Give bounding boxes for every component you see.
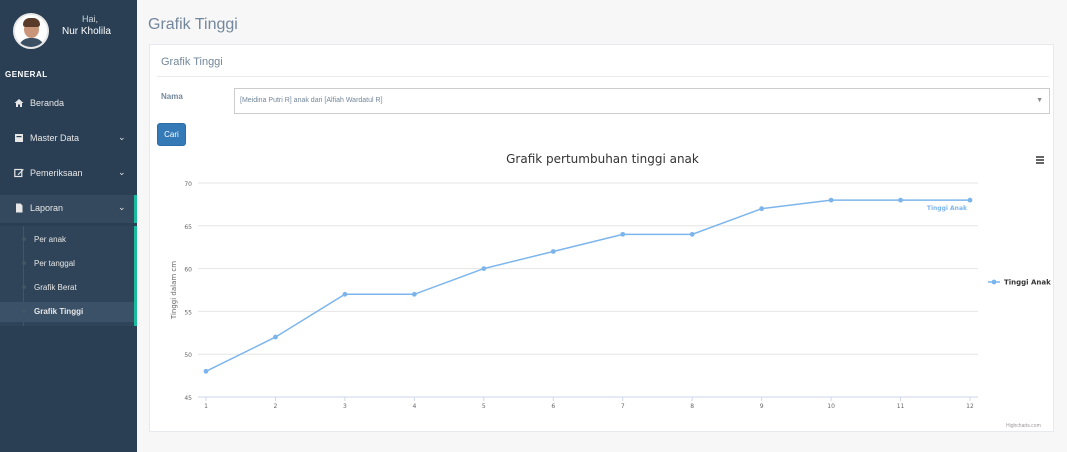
divider <box>157 76 1049 77</box>
chevron-down-icon: ⌄ <box>118 202 126 212</box>
sidebar-item-label: Pemeriksaan <box>30 168 83 178</box>
x-tick-label: 8 <box>690 403 694 410</box>
series-end-label: Tinggi Anak <box>927 205 968 212</box>
page-title: Grafik Tinggi <box>148 16 238 33</box>
data-point <box>342 291 348 297</box>
sidebar-item-laporan[interactable]: Laporan ⌄ <box>0 195 137 223</box>
username: Nur Kholila <box>62 26 111 37</box>
data-point <box>828 197 834 203</box>
x-tick-label: 7 <box>621 403 625 410</box>
caret-down-icon: ▼ <box>1036 97 1043 104</box>
menu-section-title: GENERAL <box>5 70 48 79</box>
greeting-text: Hai, <box>82 14 99 24</box>
menu-icon[interactable] <box>1036 156 1044 164</box>
data-point <box>481 266 487 271</box>
data-point <box>203 368 209 374</box>
nama-select-value: [Meidina Putri R] anak dari [Alfiah Ward… <box>240 97 383 104</box>
x-tick-label: 1 <box>204 403 208 410</box>
submenu-item-per-anak[interactable]: Per anak <box>0 230 134 250</box>
profile: Hai, Nur Kholila <box>0 0 137 62</box>
sidebar-item-pemeriksaan[interactable]: Pemeriksaan ⌄ <box>0 160 137 188</box>
sidebar-item-beranda[interactable]: Beranda <box>0 90 137 118</box>
data-point <box>620 231 626 237</box>
y-tick-label: 60 <box>184 267 192 274</box>
submenu-item-label: Grafik Berat <box>34 283 77 292</box>
avatar <box>13 13 49 49</box>
database-icon <box>15 134 23 142</box>
legend-marker <box>991 279 997 285</box>
x-tick-label: 5 <box>482 403 486 410</box>
data-point <box>550 249 556 254</box>
y-tick-label: 55 <box>184 309 192 316</box>
data-point <box>411 291 417 297</box>
data-point <box>273 334 278 340</box>
series-line <box>205 199 970 372</box>
content-panel: Grafik Tinggi Nama [Meidina Putri R] ana… <box>149 44 1054 432</box>
edit-icon <box>14 168 24 178</box>
chevron-down-icon: ⌄ <box>118 167 126 177</box>
x-tick-label: 10 <box>827 403 835 410</box>
submenu-item-grafik-tinggi[interactable]: Grafik Tinggi <box>0 302 134 322</box>
x-tick-label: 12 <box>966 403 974 410</box>
sidebar-item-label: Laporan <box>30 203 64 213</box>
x-tick-label: 11 <box>897 403 905 410</box>
x-tick-label: 6 <box>551 403 555 410</box>
y-tick-label: 45 <box>184 395 192 402</box>
laporan-submenu: Per anak Per tanggal Grafik Berat Grafik… <box>0 226 137 326</box>
submenu-item-per-tanggal[interactable]: Per tanggal <box>0 254 134 274</box>
data-point <box>898 197 903 203</box>
submenu-item-label: Per tanggal <box>34 259 75 268</box>
nama-select[interactable]: [Meidina Putri R] anak dari [Alfiah Ward… <box>234 88 1050 114</box>
y-tick-label: 65 <box>184 224 192 231</box>
file-icon <box>16 203 23 213</box>
y-tick-label: 70 <box>184 181 192 188</box>
sidebar-item-master-data[interactable]: Master Data ⌄ <box>0 125 137 153</box>
chart-credits[interactable]: Highcharts.com <box>1006 423 1041 429</box>
x-tick-label: 2 <box>274 403 278 410</box>
panel-title: Grafik Tinggi <box>161 56 223 68</box>
chart-title: Grafik pertumbuhan tinggi anak <box>506 152 699 166</box>
y-axis-title: Tinggi dalam cm <box>170 261 178 320</box>
data-point <box>759 206 765 212</box>
sidebar-item-label: Master Data <box>30 133 80 143</box>
nama-label: Nama <box>161 92 183 101</box>
legend-label: Tinggi Anak <box>1004 279 1051 287</box>
x-tick-label: 9 <box>760 403 764 410</box>
data-point <box>689 231 695 237</box>
submenu-item-label: Per anak <box>34 235 67 244</box>
submenu-item-grafik-berat[interactable]: Grafik Berat <box>0 278 134 298</box>
x-tick-label: 3 <box>343 403 347 410</box>
chevron-down-icon: ⌄ <box>118 132 126 142</box>
sidebar: Hai, Nur Kholila GENERAL Beranda Master … <box>0 0 137 452</box>
home-icon <box>14 99 24 107</box>
cari-button[interactable]: Cari <box>157 123 186 146</box>
data-point <box>967 197 973 203</box>
submenu-item-label: Grafik Tinggi <box>34 307 84 316</box>
x-tick-label: 4 <box>412 403 416 410</box>
sidebar-item-label: Beranda <box>30 98 65 108</box>
y-tick-label: 50 <box>184 352 192 359</box>
